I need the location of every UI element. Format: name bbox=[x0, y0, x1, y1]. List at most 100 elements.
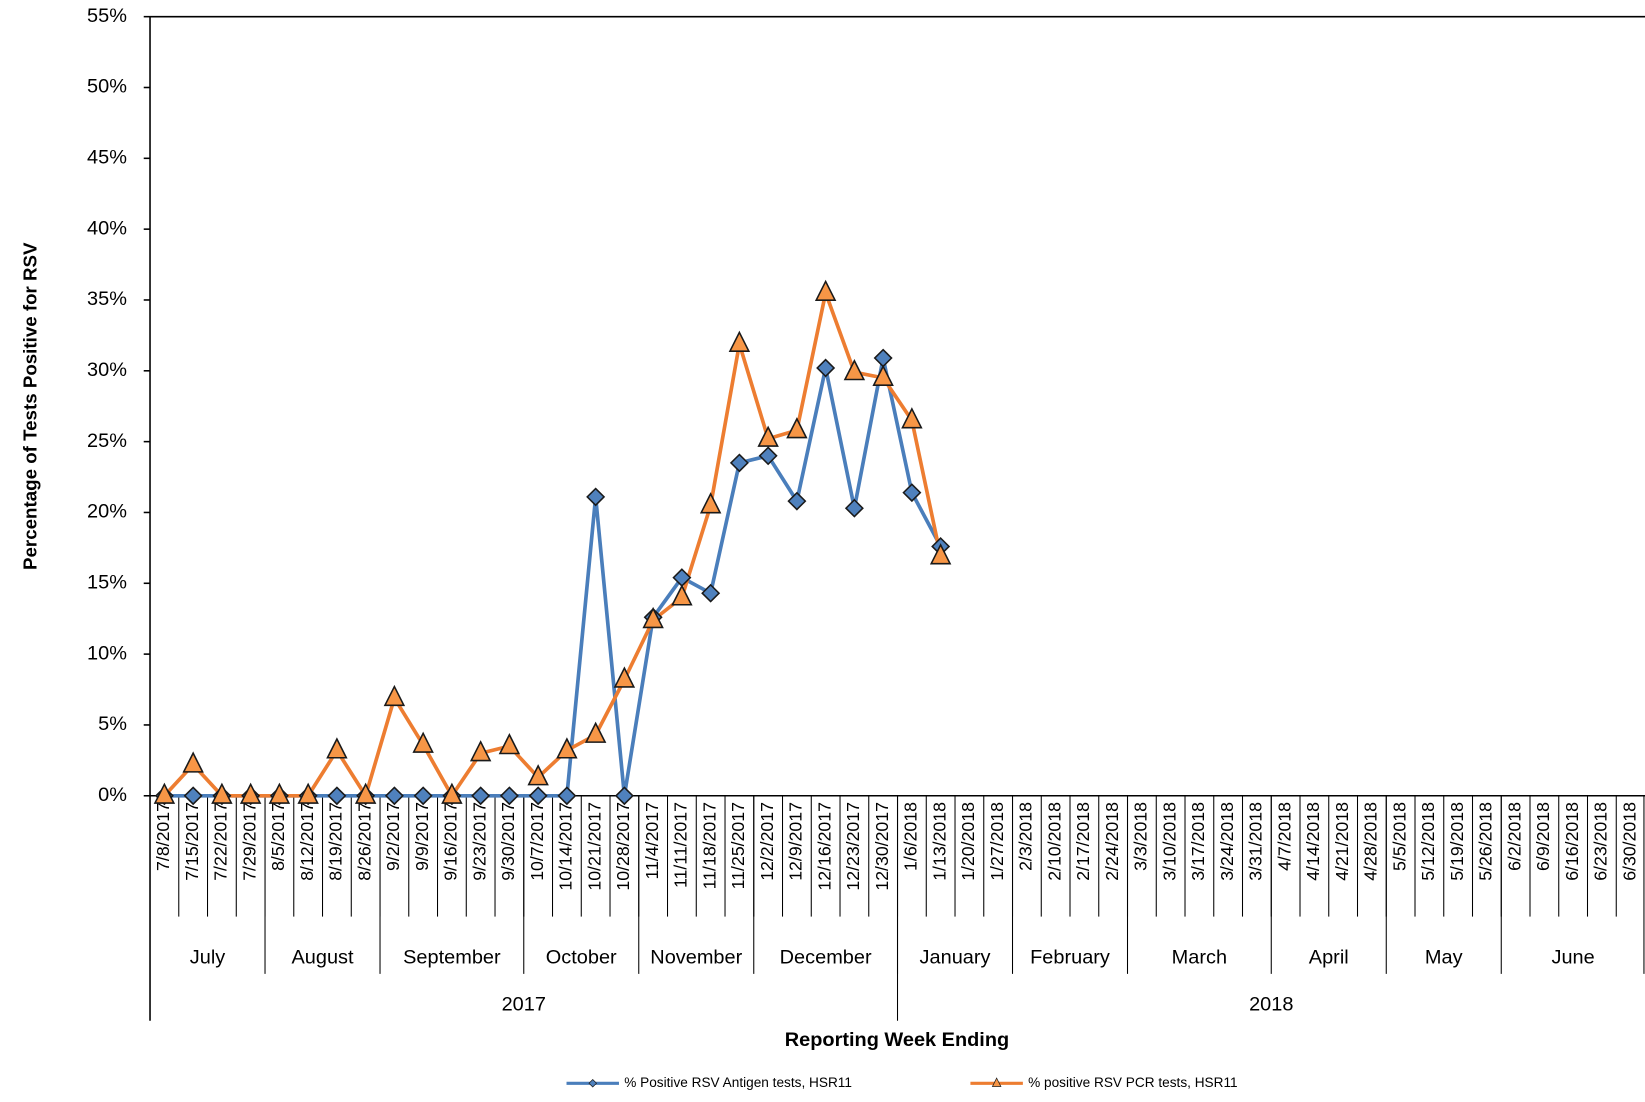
x-tick-label: 11/4/2017 bbox=[642, 802, 662, 879]
x-tick-label: 4/14/2018 bbox=[1303, 802, 1323, 881]
data-point bbox=[239, 782, 262, 804]
data-point bbox=[671, 584, 693, 606]
x-tick-label: 9/2/2017 bbox=[383, 802, 403, 871]
data-point bbox=[584, 721, 607, 743]
x-tick-label: 6/2/2018 bbox=[1504, 802, 1524, 871]
x-tick-label: 3/3/2018 bbox=[1131, 802, 1151, 871]
y-tick-label: 40% bbox=[87, 217, 127, 239]
month-label: February bbox=[1030, 947, 1110, 969]
data-point bbox=[297, 782, 319, 804]
x-tick-label: 1/27/2018 bbox=[987, 802, 1007, 881]
x-tick-label: 1/6/2018 bbox=[901, 802, 921, 871]
data-point bbox=[327, 786, 347, 806]
y-tick-label: 45% bbox=[87, 147, 127, 169]
data-point bbox=[412, 731, 434, 753]
x-tick-label: 10/7/2017 bbox=[527, 802, 547, 881]
x-tick-label: 6/16/2018 bbox=[1562, 802, 1582, 881]
x-tick-label: 11/11/2017 bbox=[671, 802, 691, 888]
x-tick-label: 11/25/2017 bbox=[728, 802, 748, 889]
x-tick-label: 6/23/2018 bbox=[1591, 802, 1611, 881]
x-tick-label: 2/10/2018 bbox=[1044, 802, 1064, 881]
month-label: January bbox=[920, 947, 991, 969]
x-tick-label: 2/3/2018 bbox=[1016, 802, 1036, 871]
data-point bbox=[816, 358, 836, 378]
x-tick-label: 12/16/2017 bbox=[814, 802, 834, 891]
data-point bbox=[902, 483, 922, 503]
month-label: November bbox=[650, 947, 742, 969]
data-point bbox=[469, 740, 492, 762]
y-tick-label: 5% bbox=[98, 713, 127, 735]
month-label: December bbox=[780, 947, 872, 969]
y-tick-label: 0% bbox=[98, 784, 127, 806]
data-point bbox=[614, 786, 634, 806]
y-tick-label: 25% bbox=[87, 430, 127, 452]
x-tick-label: 1/20/2018 bbox=[958, 802, 978, 881]
x-tick-label: 7/29/2017 bbox=[239, 802, 259, 881]
data-point bbox=[844, 498, 864, 518]
data-point bbox=[441, 782, 463, 804]
data-point bbox=[182, 751, 204, 773]
x-tick-label: 8/5/2017 bbox=[268, 802, 288, 871]
month-label: May bbox=[1425, 947, 1463, 969]
data-point bbox=[528, 786, 548, 806]
x-tick-label: 2/24/2018 bbox=[1102, 802, 1122, 881]
month-label: April bbox=[1309, 947, 1349, 969]
month-label: September bbox=[403, 947, 501, 969]
x-tick-label: 12/9/2017 bbox=[786, 802, 806, 881]
x-tick-label: 10/14/2017 bbox=[556, 802, 576, 891]
data-point bbox=[787, 491, 807, 511]
y-tick-label: 20% bbox=[87, 501, 127, 523]
x-tick-label: 10/28/2017 bbox=[613, 802, 633, 891]
data-point bbox=[499, 786, 519, 806]
x-tick-label: 3/10/2018 bbox=[1159, 802, 1179, 881]
data-point bbox=[613, 666, 636, 688]
month-label: October bbox=[546, 947, 617, 969]
data-point bbox=[699, 492, 722, 514]
x-tick-label: 7/8/2017 bbox=[153, 802, 173, 871]
y-tick-label: 50% bbox=[87, 76, 127, 98]
y-axis-title: Percentage of Tests Positive for RSV bbox=[19, 242, 40, 570]
x-tick-label: 6/9/2018 bbox=[1533, 802, 1553, 871]
x-tick-label: 3/17/2018 bbox=[1188, 802, 1208, 881]
x-tick-label: 4/7/2018 bbox=[1274, 802, 1294, 871]
month-label: June bbox=[1552, 947, 1595, 969]
data-point bbox=[786, 417, 808, 439]
data-point bbox=[383, 684, 406, 707]
data-point bbox=[498, 732, 521, 755]
month-label: March bbox=[1172, 947, 1227, 969]
x-tick-label: 8/19/2017 bbox=[326, 802, 346, 881]
legend-label: % positive RSV PCR tests, HSR11 bbox=[1028, 1075, 1238, 1090]
x-tick-label: 7/22/2017 bbox=[211, 802, 231, 881]
x-tick-label: 12/23/2017 bbox=[843, 802, 863, 891]
legend-marker bbox=[991, 1077, 1002, 1087]
data-point bbox=[556, 737, 578, 759]
data-point bbox=[843, 359, 866, 381]
series-line bbox=[164, 356, 943, 798]
data-point bbox=[929, 543, 952, 565]
data-point bbox=[872, 364, 894, 386]
x-tick-label: 5/19/2018 bbox=[1447, 802, 1467, 881]
x-tick-label: 12/2/2017 bbox=[757, 802, 777, 881]
x-tick-label: 3/31/2018 bbox=[1246, 802, 1266, 881]
x-tick-label: 9/23/2017 bbox=[469, 802, 489, 881]
legend-marker bbox=[588, 1079, 598, 1088]
x-tick-label: 3/24/2018 bbox=[1217, 802, 1237, 881]
y-tick-label: 15% bbox=[87, 572, 127, 594]
series-line bbox=[163, 291, 943, 798]
month-label: August bbox=[291, 947, 354, 969]
data-point bbox=[728, 330, 751, 352]
x-tick-label: 9/9/2017 bbox=[412, 802, 432, 871]
year-label: 2018 bbox=[1249, 993, 1293, 1015]
data-point bbox=[326, 737, 348, 759]
data-point bbox=[183, 786, 203, 806]
x-tick-label: 1/13/2018 bbox=[929, 802, 949, 881]
x-axis-title: Reporting Week Ending bbox=[785, 1029, 1009, 1051]
x-tick-label: 9/16/2017 bbox=[441, 802, 461, 881]
y-tick-label: 30% bbox=[87, 359, 127, 381]
data-point bbox=[153, 782, 176, 804]
y-tick-label: 35% bbox=[87, 288, 127, 310]
data-point bbox=[211, 782, 233, 804]
data-point bbox=[471, 786, 491, 806]
y-tick-label: 10% bbox=[87, 642, 127, 664]
data-point bbox=[268, 782, 291, 804]
